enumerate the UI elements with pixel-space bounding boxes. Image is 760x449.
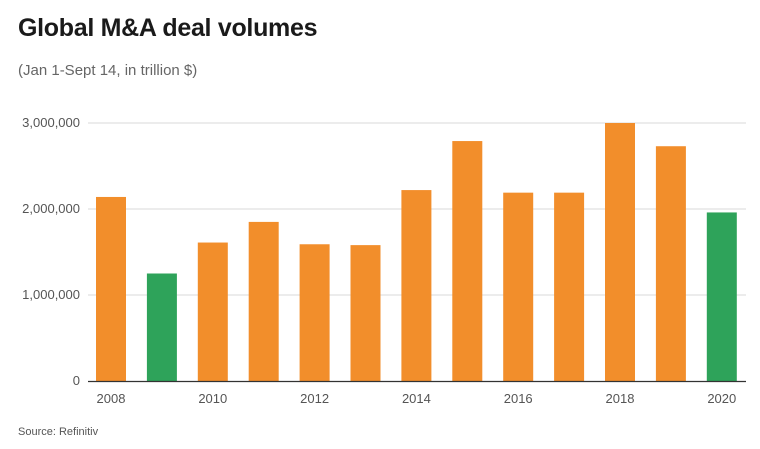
bar-2020 xyxy=(706,212,737,381)
bar-2019 xyxy=(655,146,686,381)
y-tick-label: 1,000,000 xyxy=(22,287,80,302)
bar-2011 xyxy=(248,221,279,381)
bar-2014 xyxy=(401,190,432,381)
x-tick-label: 2020 xyxy=(707,391,736,406)
bar-2015 xyxy=(452,141,483,381)
x-tick-label: 2014 xyxy=(402,391,431,406)
bar-2008 xyxy=(96,196,126,381)
y-tick-label: 2,000,000 xyxy=(22,201,80,216)
x-tick-label: 2018 xyxy=(606,391,635,406)
x-tick-label: 2010 xyxy=(198,391,227,406)
x-tick-label: 2012 xyxy=(300,391,329,406)
bar-2016 xyxy=(503,192,534,381)
y-axis-labels: 0 1,000,000 2,000,000 3,000,000 xyxy=(22,115,80,388)
chart-subtitle: (Jan 1-Sept 14, in trillion $) xyxy=(18,62,198,79)
x-tick-label: 2008 xyxy=(97,391,126,406)
y-tick-label: 0 xyxy=(73,373,80,388)
bar-2010 xyxy=(197,242,228,381)
bars xyxy=(96,123,737,381)
y-tick-label: 3,000,000 xyxy=(22,115,80,130)
bar-2013 xyxy=(350,245,381,381)
source-note: Source: Refinitiv xyxy=(18,426,99,438)
x-axis-labels: 2008 2010 2012 2014 2016 2018 2020 xyxy=(97,391,737,406)
chart-title: Global M&A deal volumes xyxy=(18,14,318,42)
bar-2018 xyxy=(605,123,635,381)
bar-2017 xyxy=(554,192,585,381)
bar-2009 xyxy=(146,273,177,381)
bar-2012 xyxy=(299,244,330,381)
x-tick-label: 2016 xyxy=(504,391,533,406)
